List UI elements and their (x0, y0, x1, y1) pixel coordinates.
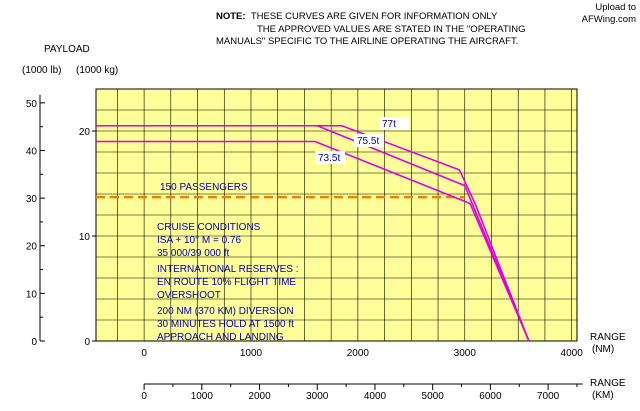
series-label-75.5t: 75.5t (357, 136, 379, 147)
x-km-tick-label: 4000 (364, 391, 387, 402)
x-km-tick-label: 5000 (422, 391, 445, 402)
note-line-1: THESE CURVES ARE GIVEN FOR INFORMATION O… (250, 11, 498, 22)
x-km-tick-label: 3000 (306, 391, 329, 402)
reserves-line-1: INTERNATIONAL RESERVES : (157, 264, 299, 275)
reserves-line-3: OVERSHOOT (157, 290, 221, 301)
y-units-kg: (1000 kg) (76, 65, 118, 76)
x-nm-tick-label: 1000 (240, 348, 263, 359)
watermark-line-2: AFWing.com (581, 14, 636, 25)
diversion-line-3: APPROACH AND LANDING (157, 332, 284, 343)
x-km-tick-label: 0 (141, 391, 147, 402)
note-prefix: NOTE: (216, 11, 246, 22)
x-nm-tick-label: 0 (141, 348, 147, 359)
series-label-73.5t: 73.5t (318, 153, 340, 164)
cruise-line-3: 35 000/39 000 ft (157, 248, 230, 259)
series-label-bg (354, 134, 384, 147)
y-lb-tick-label: 30 (26, 194, 38, 205)
x-km-tick-label: 6000 (479, 391, 502, 402)
series-label-bg (315, 151, 345, 164)
disclaimer-note: NOTE: THESE CURVES ARE GIVEN FOR INFORMA… (216, 11, 526, 49)
x-km-tick-label: 2000 (248, 391, 271, 402)
x-nm-units: (NM) (592, 344, 614, 355)
cruise-line-2: ISA + 10° M = 0.76 (157, 235, 241, 246)
y-kg-tick-label: 10 (79, 232, 91, 243)
series-line-75.5t (96, 124, 530, 342)
x-nm-tick-label: 2000 (347, 348, 370, 359)
y-lb-tick-label: 10 (26, 289, 38, 300)
cruise-conditions-block: CRUISE CONDITIONS ISA + 10° M = 0.76 35 … (157, 222, 299, 343)
y-kg-tick-label: 20 (79, 127, 91, 138)
reserves-line-2: EN ROUTE 10% FLIGHT TIME (157, 277, 296, 288)
x-km-tick-label: 1000 (191, 391, 214, 402)
x-nm-tick-label: 3000 (454, 348, 477, 359)
y-lb-tick-label: 0 (31, 337, 37, 348)
watermark-line-1: Upload to (595, 2, 636, 13)
note-line-2: THE APPROVED VALUES ARE STATED IN THE "O… (257, 23, 526, 35)
x-nm-tick-label: 4000 (561, 348, 584, 359)
note-line-3: MANUALS" SPECIFIC TO THE AIRLINE OPERATI… (216, 36, 519, 47)
y-kg-tick-label: 0 (84, 337, 90, 348)
y-axis-title: PAYLOAD (44, 44, 90, 55)
y-lb-tick-label: 20 (26, 242, 38, 253)
y-lb-tick-label: 50 (26, 99, 38, 110)
series-label-77t: 77t (382, 119, 396, 130)
plot-border (95, 88, 578, 342)
y-lb-tick-label: 40 (26, 146, 38, 157)
diversion-line-2: 30 MINUTES HOLD AT 1500 ft (157, 319, 294, 330)
x-km-title: RANGE (590, 378, 626, 389)
x-km-tick-label: 7000 (537, 391, 560, 402)
series-line-73.5t (96, 140, 530, 342)
cruise-line-1: CRUISE CONDITIONS (157, 222, 261, 233)
x-km-units: (KM) (592, 390, 614, 401)
diversion-line-1: 200 NM (370 KM) DIVERSION (157, 306, 294, 317)
x-nm-title: RANGE (590, 332, 626, 343)
watermark: Upload to AFWing.com (582, 2, 636, 26)
y-units-lb: (1000 lb) (22, 65, 61, 76)
passengers-label: 150 PASSENGERS (160, 182, 248, 193)
grid (95, 88, 578, 342)
series-label-bg (379, 117, 409, 130)
